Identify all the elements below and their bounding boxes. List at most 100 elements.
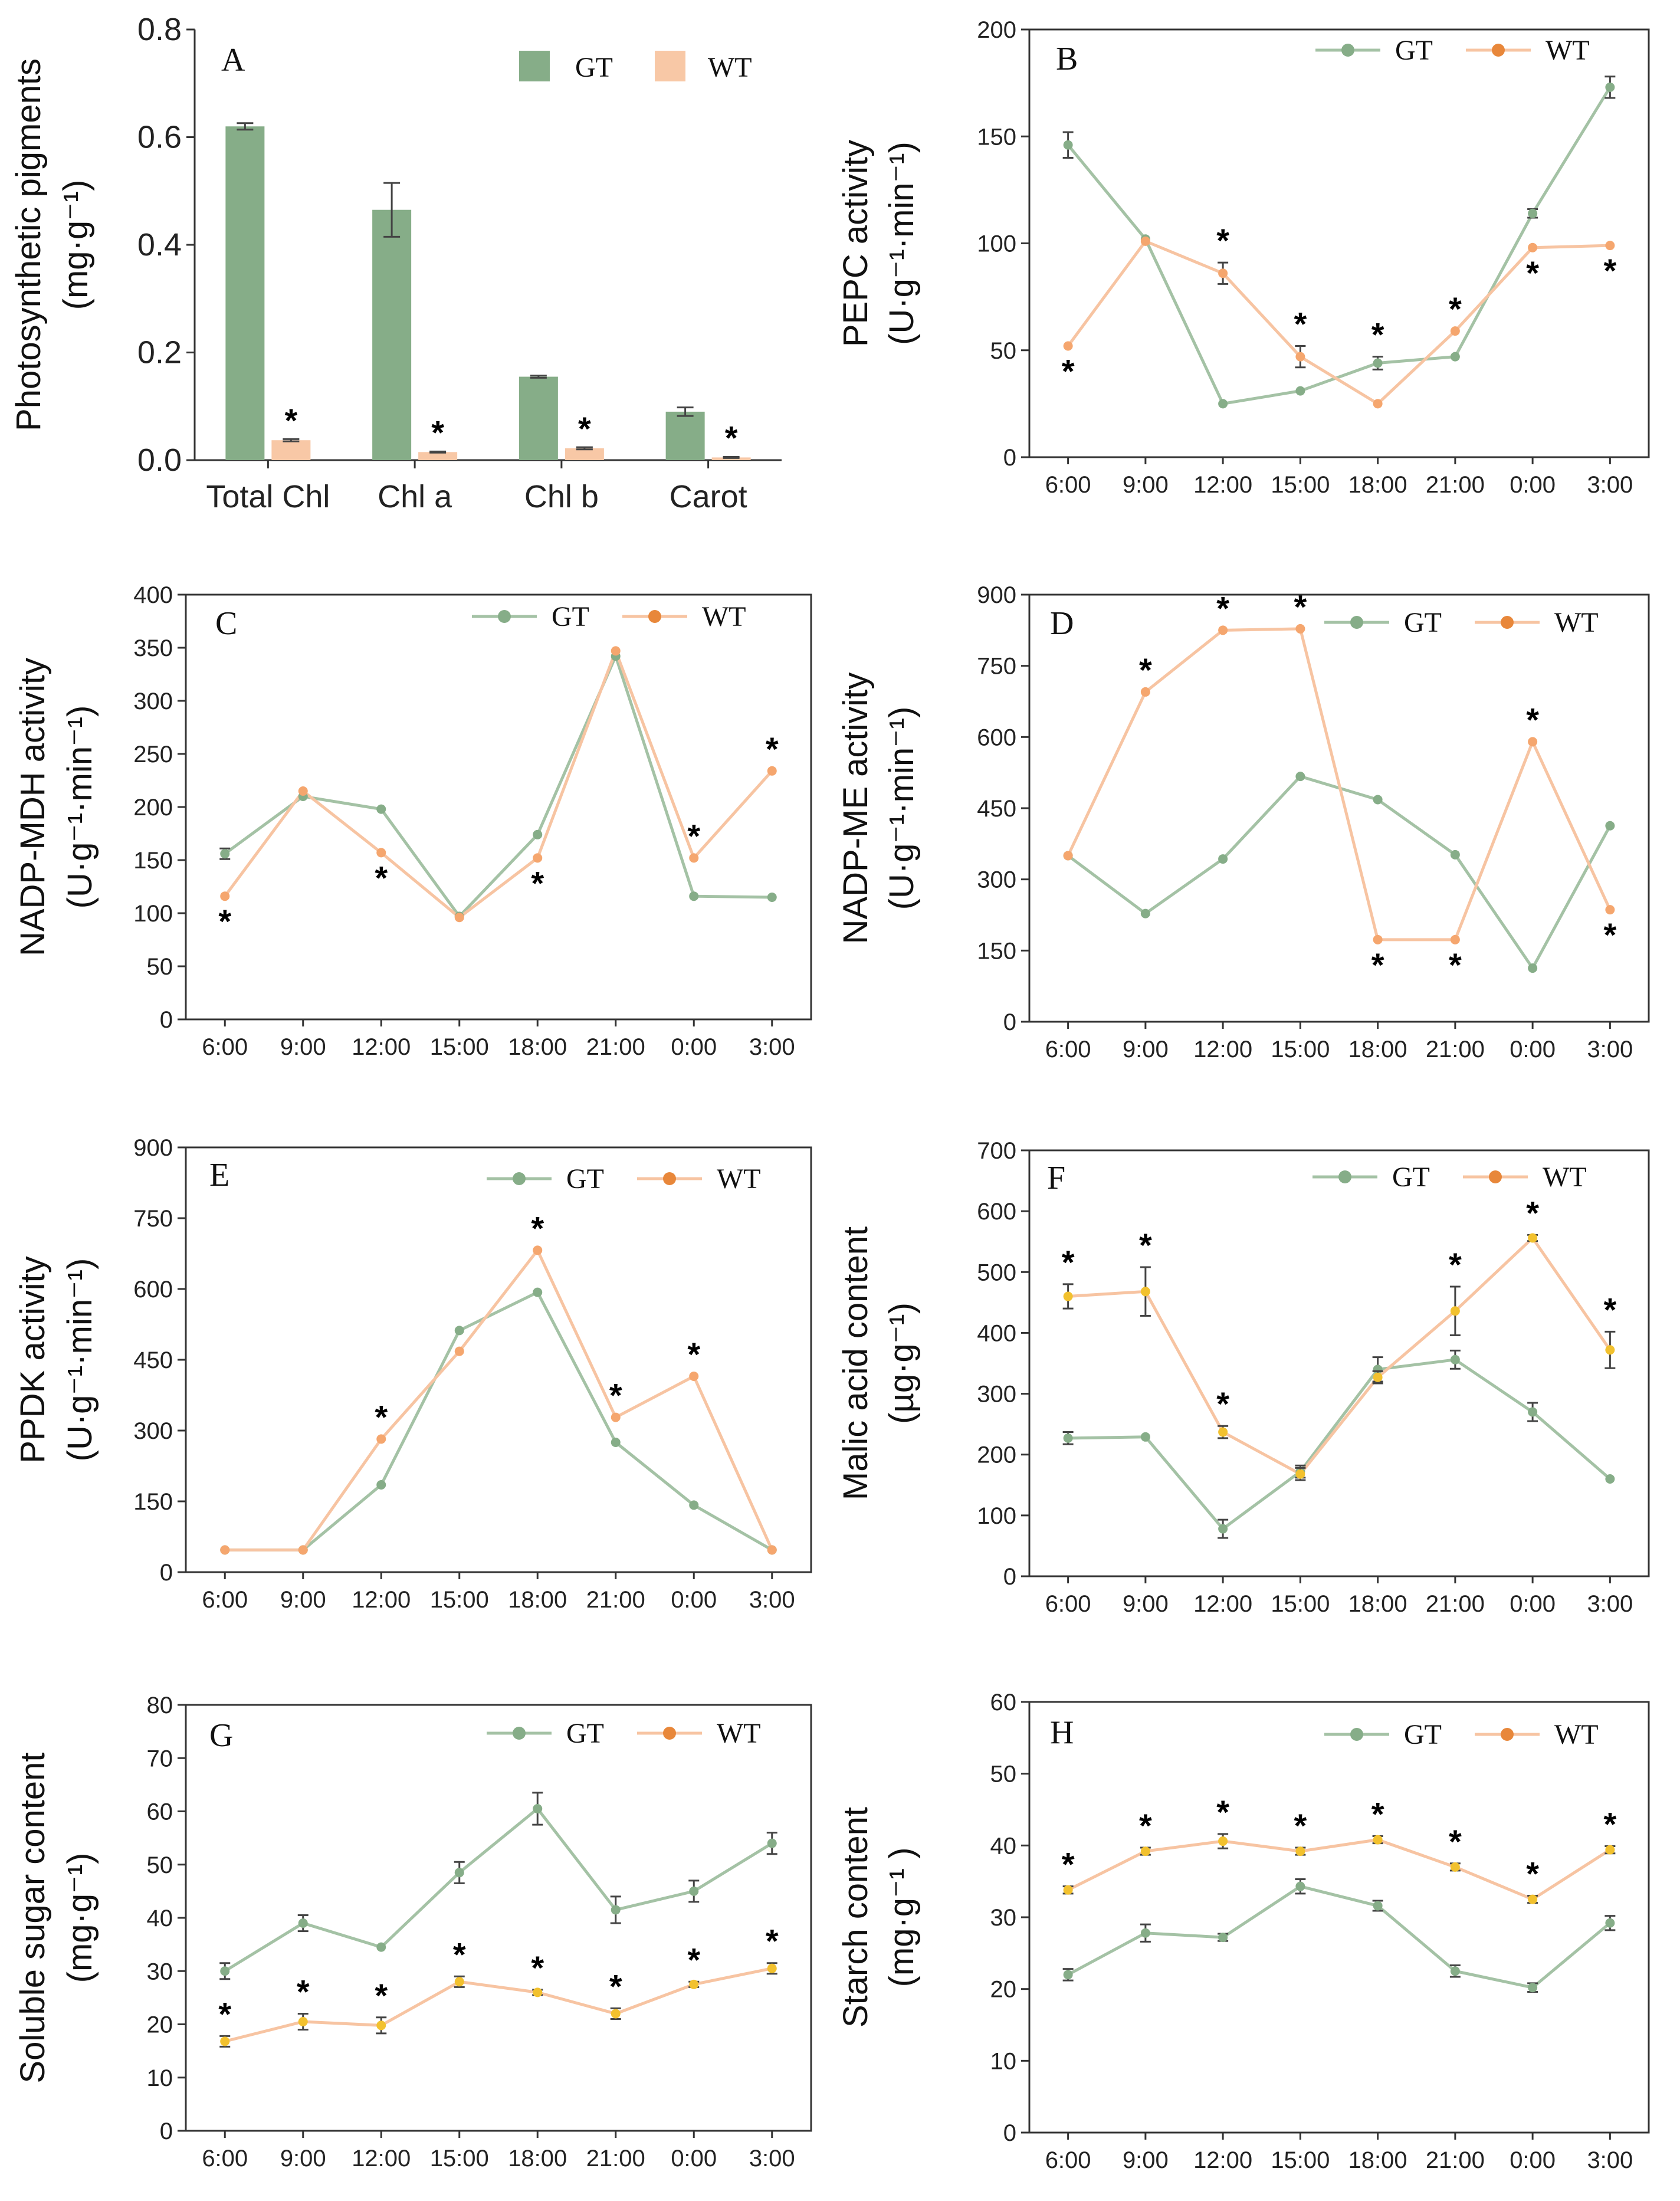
point-gt-2 — [1218, 1524, 1228, 1534]
legend-wt-label: WT — [708, 52, 752, 83]
line-gt — [1067, 1884, 1611, 1989]
series-group: 6:00 9:00 12:00 15:00 18:00 21:00 0:00 3:00 * * * *… — [1045, 76, 1633, 498]
point-gt-7 — [1605, 821, 1615, 831]
point-gt-2 — [376, 1942, 386, 1952]
bar-gt-1 — [372, 209, 412, 460]
x-tick-label: 12:00 — [352, 1034, 411, 1060]
significance-star: * — [1139, 1807, 1152, 1844]
point-wt-7 — [1605, 905, 1615, 915]
point-gt-5 — [1450, 849, 1460, 860]
significance-star: * — [1371, 316, 1384, 353]
point-gt-2 — [376, 804, 386, 814]
x-tick-label: 12:00 — [352, 2146, 411, 2172]
point-wt-2 — [1218, 268, 1228, 278]
y-axis-title: PPDK activity — [14, 1256, 52, 1463]
y-tick-label: 60 — [990, 1690, 1017, 1715]
legend-wt-label: WT — [702, 601, 746, 632]
y-tick-label: 750 — [133, 1206, 173, 1232]
point-gt-3 — [1295, 386, 1305, 396]
x-tick-label: Total Chl — [206, 479, 330, 514]
significance-star: * — [1216, 1793, 1229, 1831]
plot-frame — [1028, 593, 1650, 1023]
point-gt-3 — [1295, 772, 1305, 782]
point-wt-0 — [220, 1545, 230, 1555]
point-wt-1 — [298, 1545, 308, 1555]
y-tick-label: 0 — [1003, 2120, 1016, 2146]
point-wt-5 — [611, 2009, 621, 2019]
point-gt-4 — [533, 1803, 543, 1813]
point-gt-1 — [298, 1918, 308, 1928]
point-gt-6 — [1528, 1983, 1538, 1993]
x-tick-label: 21:00 — [1426, 2147, 1485, 2173]
line-wt — [1068, 1235, 1612, 1476]
bar-wt-1 — [418, 452, 458, 460]
legend-wt-label: WT — [1543, 1162, 1587, 1193]
y-tick-label: 10 — [147, 2065, 173, 2091]
point-wt-2 — [376, 2020, 386, 2031]
legend: GT WT — [1324, 607, 1599, 638]
x-tick-label: 15:00 — [1271, 1591, 1330, 1617]
x-tick-label: 9:00 — [1123, 1036, 1169, 1062]
plot-frame — [1028, 1701, 1650, 2134]
bar-gt-0 — [225, 126, 265, 460]
point-gt-0 — [1063, 1433, 1073, 1443]
y-tick-label: 10 — [990, 2048, 1017, 2074]
point-wt-3 — [1295, 1469, 1305, 1479]
point-gt-4 — [533, 829, 543, 839]
significance-star: * — [1062, 1846, 1075, 1883]
point-wt-7 — [767, 766, 777, 776]
x-tick-label: 21:00 — [1426, 472, 1485, 498]
x-tick-label: Chl a — [378, 479, 452, 514]
y-tick-label: 450 — [133, 1347, 173, 1373]
legend-gt-marker — [513, 1727, 526, 1740]
point-wt-0 — [1063, 1885, 1073, 1895]
y-axis-unit: (U·g⁻¹·min⁻¹) — [882, 707, 921, 910]
y-axis-title: PEPC activity — [836, 140, 875, 347]
point-wt-3 — [454, 1977, 464, 1987]
point-wt-3 — [1295, 352, 1305, 362]
x-tick-label: 21:00 — [1426, 1591, 1485, 1617]
x-tick-label: 18:00 — [1348, 2147, 1407, 2173]
point-wt-4 — [1373, 1372, 1383, 1382]
panel-label: A — [221, 42, 245, 78]
y-tick-label: 300 — [977, 1382, 1016, 1408]
legend-wt-label: WT — [717, 1163, 761, 1195]
bar-wt-2 — [565, 448, 604, 460]
significance-star: * — [1294, 306, 1307, 343]
x-tick-label: 21:00 — [586, 2146, 645, 2172]
y-tick-label: 200 — [133, 795, 173, 821]
x-tick-label: 12:00 — [352, 1587, 411, 1613]
legend-wt-marker — [1501, 616, 1514, 629]
legend: GT WT — [519, 51, 752, 83]
x-tick-label: 15:00 — [1271, 2147, 1330, 2173]
y-tick-label: 450 — [977, 796, 1016, 822]
point-wt-6 — [689, 1372, 699, 1381]
significance-star: * — [1216, 1385, 1229, 1422]
legend-gt-label: GT — [552, 601, 589, 632]
point-wt-7 — [1605, 1845, 1615, 1855]
x-tick-label: 15:00 — [430, 2146, 489, 2172]
x-tick-label: 0:00 — [1510, 1036, 1556, 1062]
point-wt-4 — [533, 1987, 543, 1997]
point-gt-2 — [1218, 1933, 1228, 1943]
point-gt-7 — [767, 893, 777, 902]
x-tick-label: 3:00 — [1587, 2147, 1633, 2173]
point-wt-6 — [689, 1979, 699, 1989]
legend-wt-label: WT — [1546, 35, 1590, 66]
point-gt-2 — [1218, 399, 1228, 409]
x-tick-label: 6:00 — [1045, 1036, 1091, 1062]
y-tick-label: 250 — [133, 742, 173, 767]
plot-frame — [185, 1704, 812, 2132]
significance-star: * — [1603, 252, 1616, 289]
point-gt-7 — [1605, 82, 1615, 92]
point-wt-5 — [1450, 934, 1460, 944]
y-tick-label: 750 — [977, 654, 1016, 680]
legend-wt-label: WT — [717, 1718, 761, 1749]
x-tick-label: 21:00 — [586, 1034, 645, 1060]
significance-star: * — [1526, 254, 1539, 291]
point-wt-3 — [1295, 1846, 1305, 1856]
point-wt-3 — [454, 1346, 464, 1356]
x-tick-label: 12:00 — [1193, 2147, 1252, 2173]
significance-star: * — [531, 1209, 544, 1247]
point-wt-4 — [1373, 399, 1383, 409]
